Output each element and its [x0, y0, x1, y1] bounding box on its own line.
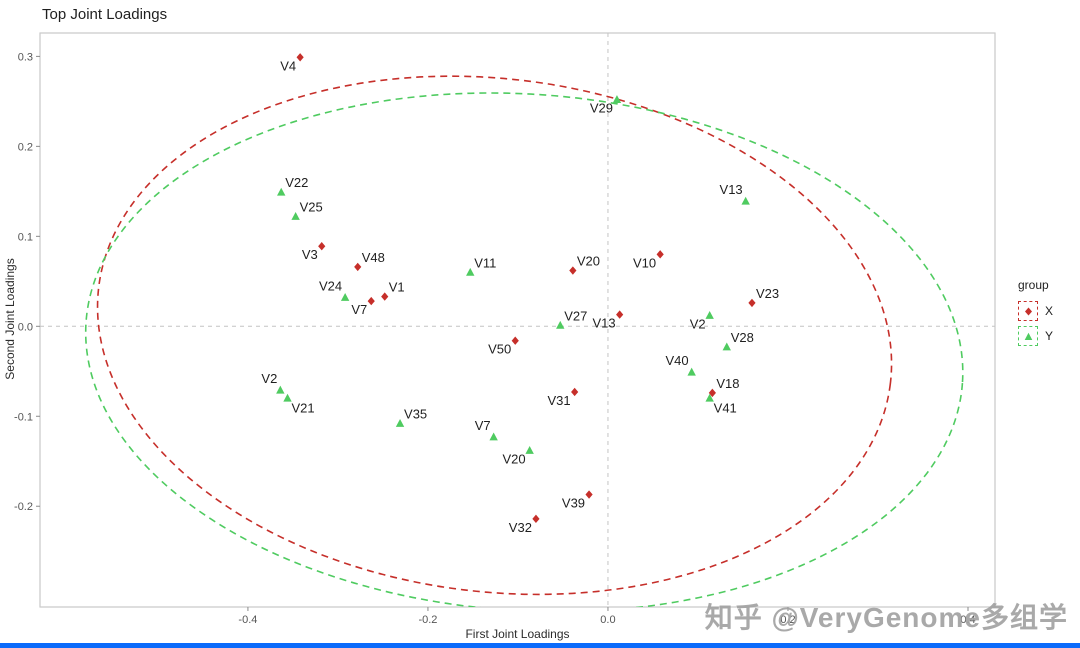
point-label: V2	[261, 371, 277, 386]
y-tick-label: 0.0	[18, 321, 33, 333]
point-label: V20	[577, 254, 600, 269]
legend-entry-x: X	[1018, 301, 1053, 321]
data-point-x	[381, 292, 389, 301]
ellipse-group-x	[96, 75, 893, 596]
data-point-x	[511, 336, 519, 345]
point-label: V23	[756, 286, 779, 301]
data-point-y	[340, 293, 350, 301]
chart-title: Top Joint Loadings	[42, 6, 168, 23]
data-point-y	[291, 212, 300, 220]
point-label: V20	[503, 451, 526, 466]
x-tick-label: -0.4	[238, 614, 257, 626]
y-tick-label: -0.1	[14, 411, 33, 423]
watermark: 知乎 @VeryGenome多组学	[704, 602, 1068, 633]
point-label: V3	[302, 247, 318, 262]
point-label: V11	[474, 255, 496, 270]
legend-entry-y: Y	[1018, 326, 1053, 346]
data-point-y	[283, 393, 292, 402]
data-point-y	[277, 187, 286, 196]
data-point-y	[525, 445, 534, 454]
data-point-x	[532, 514, 540, 524]
y-tick-label: 0.2	[18, 141, 33, 153]
point-label: V10	[633, 255, 656, 270]
data-point-x	[708, 388, 716, 398]
panel-border	[39, 32, 996, 608]
point-label: V18	[716, 376, 739, 391]
x-tick-label: 0.2	[780, 614, 795, 626]
legend-key-y-icon	[1018, 326, 1038, 346]
confidence-ellipses	[84, 75, 964, 607]
data-point-x	[616, 310, 624, 319]
data-point-x	[354, 262, 362, 272]
data-point-y	[276, 385, 285, 394]
data-point-x	[656, 250, 664, 259]
point-label: V48	[362, 250, 385, 265]
point-label: V22	[285, 175, 308, 190]
data-point-y	[705, 311, 714, 319]
legend-title: group	[1018, 278, 1049, 292]
y-tick-label: 0.1	[18, 231, 33, 243]
point-label: V4	[280, 58, 296, 73]
point-label: V2	[690, 317, 706, 332]
y-tick-label: 0.3	[18, 51, 33, 63]
y-axis-title: Second Joint Loadings	[3, 258, 17, 380]
point-label: V1	[389, 280, 405, 295]
point-label: V13	[720, 182, 743, 197]
data-point-x	[318, 242, 326, 251]
legend-key-x-icon	[1018, 301, 1038, 321]
point-label: V31	[548, 393, 571, 408]
data-point-y	[556, 320, 565, 329]
point-label: V29	[590, 101, 613, 116]
point-label: V7	[351, 302, 367, 317]
point-label: V35	[404, 406, 427, 421]
data-point-y	[722, 342, 731, 351]
y-tick-label: -0.2	[14, 501, 33, 513]
x-axis-title: First Joint Loadings	[465, 627, 570, 641]
data-point-x	[571, 387, 579, 397]
data-point-y	[687, 367, 696, 376]
legend-entry-label: Y	[1045, 329, 1054, 343]
point-label: V39	[562, 496, 585, 511]
point-label: V21	[292, 400, 315, 415]
data-point-x	[585, 490, 593, 499]
point-label: V40	[666, 353, 689, 368]
data-point-y	[741, 196, 750, 205]
bottom-progress-bar	[0, 643, 1080, 648]
data-point-x	[748, 298, 756, 308]
point-label: V24	[319, 279, 342, 294]
data-point-y	[466, 267, 475, 276]
point-label: V32	[509, 520, 532, 535]
point-label: V25	[300, 200, 323, 215]
legend-entry-label: X	[1045, 304, 1054, 318]
point-label: V13	[593, 316, 616, 331]
x-tick-label: 0.4	[960, 614, 975, 626]
x-tick-label: 0.0	[600, 614, 615, 626]
x-tick-label: -0.2	[418, 614, 437, 626]
data-point-y	[395, 418, 405, 427]
point-label: V50	[488, 342, 511, 357]
point-label: V41	[714, 400, 737, 415]
point-label: V27	[564, 308, 587, 323]
ellipse-group-y	[84, 92, 964, 607]
data-point-y	[612, 95, 622, 103]
data-point-y	[489, 432, 498, 441]
data-point-y	[705, 393, 714, 402]
data-point-x	[367, 296, 375, 306]
point-label: V7	[475, 418, 491, 433]
data-point-x	[569, 266, 577, 275]
data-point-x	[296, 53, 304, 62]
point-label: V28	[731, 330, 754, 345]
